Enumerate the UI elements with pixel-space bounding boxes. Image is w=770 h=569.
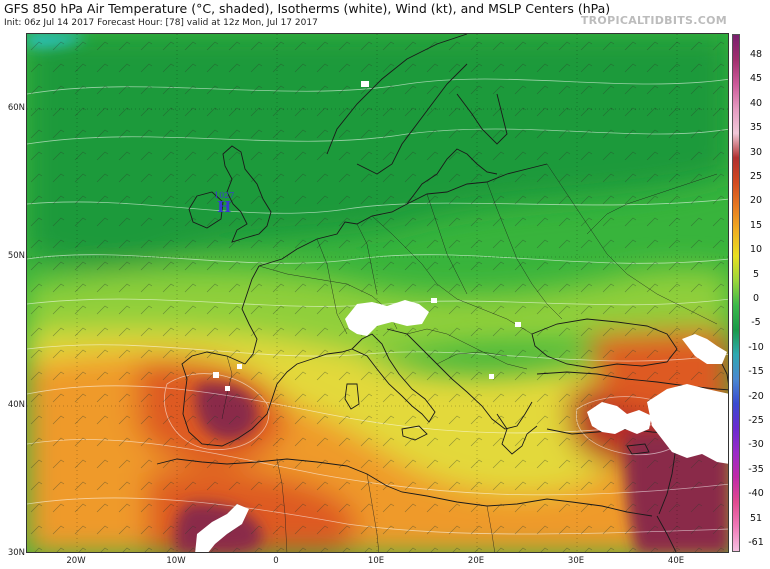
coast-finland bbox=[456, 93, 508, 145]
coast-great-britain bbox=[222, 145, 272, 243]
colorbar-tick: 0 bbox=[752, 293, 760, 304]
patch-iberia-2 bbox=[225, 386, 230, 391]
lon-label-10w: 10W bbox=[166, 556, 186, 566]
colorbar-tick: -5 bbox=[751, 317, 761, 329]
colorbar-tick: 10 bbox=[749, 244, 763, 256]
coast-cyprus bbox=[626, 443, 650, 455]
national-borders bbox=[221, 163, 718, 552]
colorbar-tick: -61 bbox=[748, 537, 764, 548]
patch-atlas bbox=[195, 504, 249, 552]
lat-label-50n: 50N bbox=[7, 251, 25, 261]
patch-turkey-west bbox=[587, 402, 652, 434]
coast-france-south bbox=[311, 348, 353, 360]
patch-turkey-east bbox=[647, 384, 728, 464]
wind-barbs bbox=[27, 34, 728, 552]
coast-red-sea bbox=[656, 515, 677, 552]
coast-greece bbox=[496, 413, 538, 455]
patch-alps-small bbox=[431, 298, 437, 303]
colorbar-tick: 20 bbox=[749, 195, 763, 207]
lon-label-40e: 40E bbox=[667, 556, 685, 566]
coast-turkey bbox=[536, 371, 728, 391]
patch-balkans-1 bbox=[515, 322, 521, 327]
patch-scandinavia bbox=[361, 81, 369, 87]
colorbar-tick: -40 bbox=[748, 488, 764, 500]
coast-sweden bbox=[356, 63, 468, 175]
temperature-map-svg bbox=[27, 34, 728, 552]
weather-map bbox=[26, 33, 729, 553]
lon-label-20w: 20W bbox=[66, 556, 86, 566]
colorbar-tick: -20 bbox=[748, 390, 764, 402]
coast-north-africa bbox=[156, 458, 653, 517]
coast-balkans bbox=[386, 328, 533, 430]
lon-label-10e: 10E bbox=[367, 556, 385, 566]
colorbar-tick: -10 bbox=[748, 341, 764, 353]
patch-iberia-3 bbox=[237, 364, 242, 369]
colorbar-tick: -30 bbox=[748, 439, 764, 451]
coast-sardinia bbox=[344, 383, 360, 410]
patch-iran bbox=[717, 399, 728, 433]
coast-continent-north bbox=[258, 163, 548, 267]
brand-watermark: TROPICALTIDBITS.COM bbox=[580, 14, 727, 27]
temperature-colorbar bbox=[732, 34, 740, 552]
coast-black-sea bbox=[531, 318, 678, 369]
colorbar-tick: -25 bbox=[748, 415, 764, 426]
colorbar-tick: 40 bbox=[749, 97, 763, 109]
patch-caucasus bbox=[682, 334, 727, 364]
lon-label-20e: 20E bbox=[467, 556, 485, 566]
pressure-symbol: H bbox=[217, 198, 232, 216]
lon-label-0: 0 bbox=[273, 556, 279, 566]
terrain-mask-patches bbox=[195, 81, 728, 552]
colorbar-tick: 25 bbox=[749, 171, 763, 182]
high-pressure-center: 1027 H bbox=[214, 191, 235, 216]
coast-sicily bbox=[401, 425, 428, 441]
patch-balkans-2 bbox=[489, 374, 494, 379]
colorbar-tick: 35 bbox=[749, 122, 763, 134]
coast-baltic bbox=[406, 148, 498, 205]
colorbar-tick: -15 bbox=[748, 366, 764, 378]
pressure-value: 1027 bbox=[214, 191, 235, 200]
lon-label-30e: 30E bbox=[567, 556, 585, 566]
coast-france-west bbox=[241, 265, 260, 365]
coast-norway bbox=[326, 34, 468, 155]
coast-iberia bbox=[181, 351, 313, 447]
lat-label-30n: 30N bbox=[7, 548, 25, 558]
colorbar-tick: 48 bbox=[749, 49, 763, 60]
colorbar-tick: 30 bbox=[749, 146, 763, 158]
colorbar-tick: 45 bbox=[749, 73, 763, 85]
patch-iberia-1 bbox=[213, 372, 219, 378]
coastlines bbox=[156, 34, 728, 552]
colorbar-tick: 51 bbox=[749, 512, 763, 524]
patch-alps bbox=[345, 300, 429, 336]
colorbar-tick: 5 bbox=[752, 268, 760, 280]
lat-label-60n: 60N bbox=[7, 103, 25, 113]
coast-italy bbox=[351, 333, 436, 423]
chart-subtitle: Init: 06z Jul 14 2017 Forecast Hour: [78… bbox=[4, 18, 318, 28]
colorbar-tick: -35 bbox=[748, 463, 764, 475]
chart-title: GFS 850 hPa Air Temperature (°C, shaded)… bbox=[4, 1, 611, 16]
colorbar-tick: 15 bbox=[749, 219, 763, 231]
coast-ireland bbox=[188, 191, 224, 229]
lat-label-40n: 40N bbox=[7, 400, 25, 410]
